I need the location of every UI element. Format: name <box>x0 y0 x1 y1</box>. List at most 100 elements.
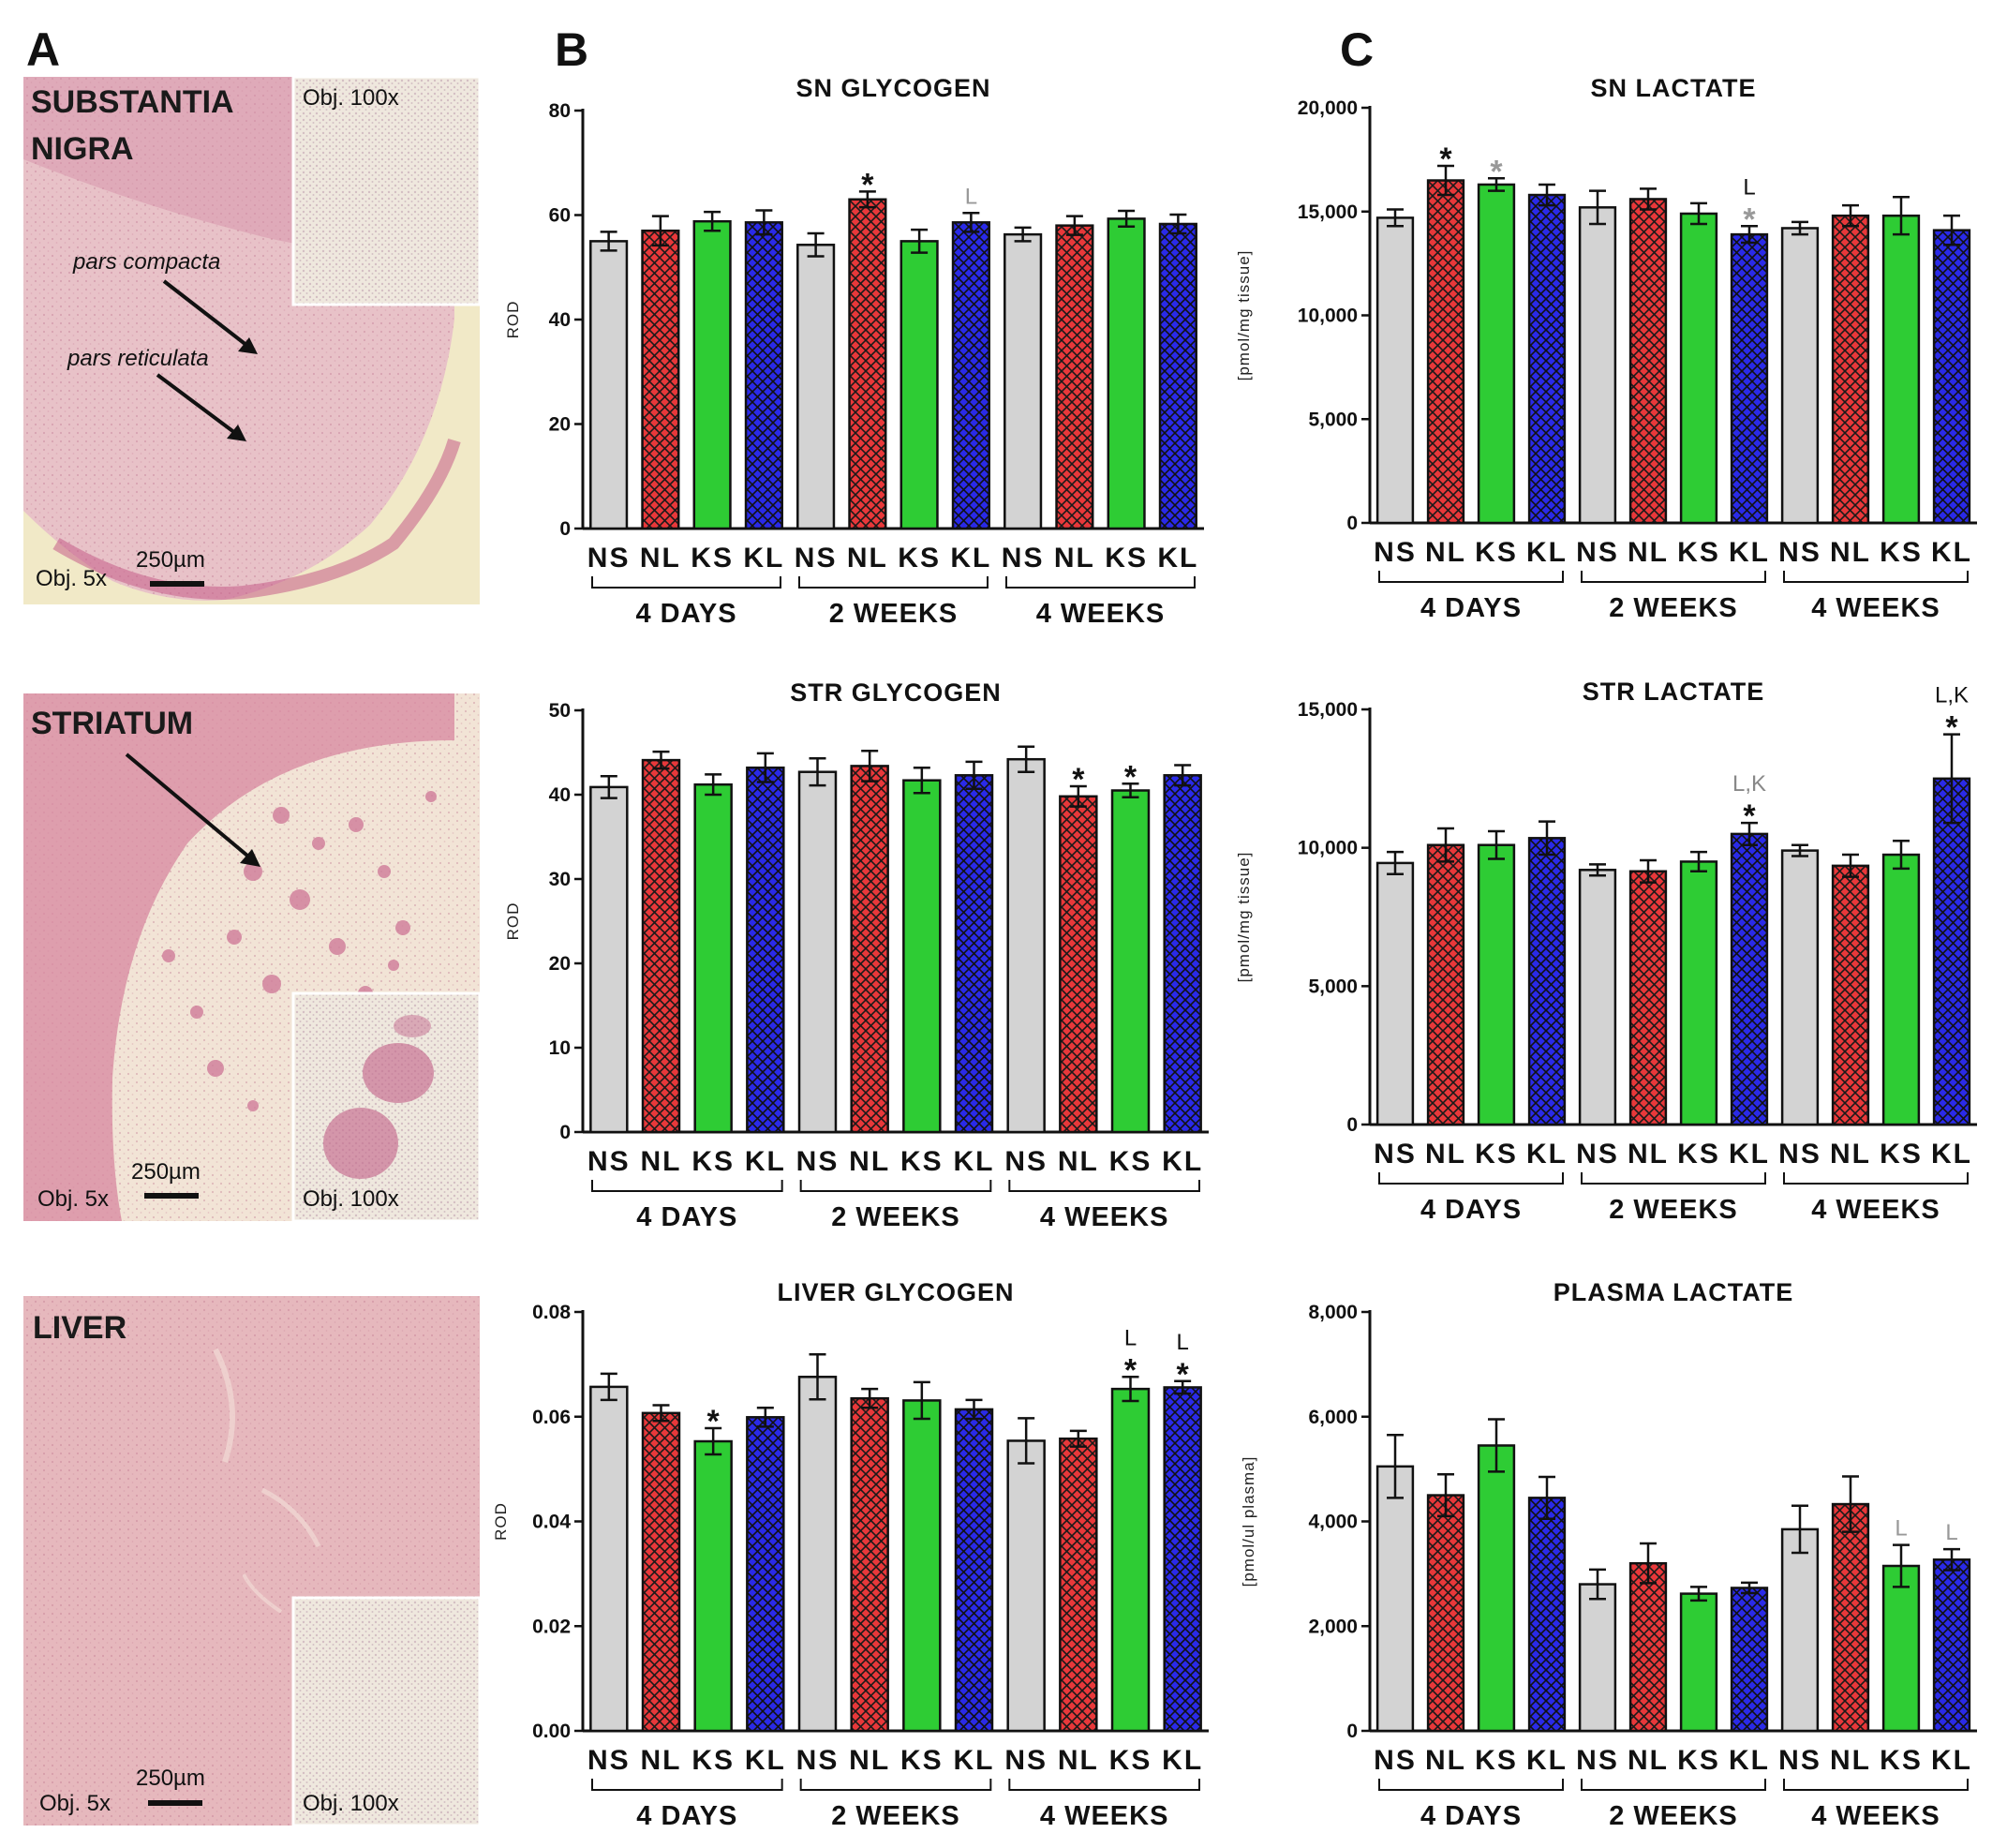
y-tick-label: 2,000 <box>1308 1616 1358 1637</box>
category-label: NL <box>849 1745 890 1776</box>
bar-kl-7 <box>1730 832 1769 1126</box>
y-tick-label: 5,000 <box>1308 976 1358 997</box>
group-label: 2 WEEKS <box>1609 1801 1738 1831</box>
y-axis-label: [pmol/mg tissue] <box>1235 250 1253 381</box>
bar-ks-10 <box>1881 1564 1921 1733</box>
bar-nl-5 <box>1628 870 1668 1126</box>
y-tick-label: 50 <box>549 700 571 722</box>
bar-nl-1 <box>641 229 680 530</box>
bar-ns-4 <box>797 770 838 1134</box>
category-label: KL <box>1729 1745 1770 1776</box>
bar-ns-8 <box>1780 227 1820 525</box>
pars-reticulata-label: pars reticulata <box>67 346 209 371</box>
bar-nl-5 <box>850 1396 889 1733</box>
y-tick-label: 0 <box>1346 513 1358 534</box>
group-label: 2 WEEKS <box>1609 593 1738 623</box>
category-label: NS <box>1576 537 1619 568</box>
significance-star: * <box>861 167 874 202</box>
bar-nl-1 <box>641 758 681 1134</box>
significance-letter: L,K <box>1732 771 1766 797</box>
bar-kl-11 <box>1163 774 1202 1134</box>
bar-ks-6 <box>902 779 942 1134</box>
category-label: KS <box>1880 537 1923 568</box>
category-label: NL <box>1830 537 1871 568</box>
y-tick-label: 20,000 <box>1298 97 1358 119</box>
inset-objective-label: Obj. 100x <box>303 1791 399 1816</box>
category-label: KL <box>1729 1139 1770 1170</box>
inset-image <box>291 75 482 306</box>
category-label: KS <box>1677 1745 1720 1776</box>
y-tick-label: 15,000 <box>1298 699 1358 721</box>
group-label: 4 DAYS <box>1420 1801 1522 1831</box>
group-bracket <box>591 1779 783 1791</box>
bar-nl-5 <box>1628 198 1668 525</box>
category-label: KL <box>745 1745 786 1776</box>
category-label: KL <box>950 543 991 574</box>
bar-kl-11 <box>1932 1558 1971 1733</box>
category-label: NS <box>1778 1139 1821 1170</box>
category-label: KS <box>1880 1745 1923 1776</box>
arrow-head-pars-reticulata <box>227 425 246 441</box>
significance-letter: L <box>965 184 977 209</box>
category-label: KL <box>954 1745 995 1776</box>
category-label: NL <box>641 1146 682 1177</box>
significance-letter: L <box>1124 1325 1137 1350</box>
bar-nl-9 <box>1831 1502 1870 1733</box>
category-label: NL <box>1058 1745 1099 1776</box>
bar-kl-3 <box>1527 193 1567 525</box>
bar-ks-10 <box>1110 1387 1151 1733</box>
y-tick-label: 80 <box>549 100 571 122</box>
group-label: 4 DAYS <box>1420 593 1522 623</box>
bar-nl-9 <box>1831 864 1870 1126</box>
y-tick-label: 0 <box>1346 1721 1358 1742</box>
significance-star: * <box>707 1404 721 1439</box>
significance-star: * <box>1124 759 1137 795</box>
category-label: NL <box>847 543 888 574</box>
bar-ks-2 <box>1477 1444 1516 1733</box>
bar-ks-2 <box>1477 183 1516 525</box>
scale-bar <box>150 581 204 587</box>
inset-objective-label: Obj. 100x <box>303 85 399 111</box>
group-label: 4 WEEKS <box>1040 1801 1169 1831</box>
y-tick-label: 0 <box>1346 1114 1358 1136</box>
chart-sn-glycogen: SN GLYCOGEN ROD 0 20 40 60 80 NS NL KS KL NS NL KS KL N… <box>504 74 1204 629</box>
category-label: KS <box>691 543 734 574</box>
group-label: 4 WEEKS <box>1811 593 1940 623</box>
category-label: KS <box>1475 537 1518 568</box>
group-bracket <box>1008 1180 1200 1192</box>
chart-plasma-lactate: PLASMA LACTATE [pmol/ul plasma] 0 2,000 4,00… <box>1240 1278 1977 1831</box>
chart-title: PLASMA LACTATE <box>1554 1278 1793 1306</box>
panel-letter-a: A <box>26 23 60 76</box>
bar-nl-9 <box>1831 214 1870 525</box>
category-label: KL <box>1931 537 1972 568</box>
y-tick-label: 0.04 <box>532 1512 571 1533</box>
y-tick-label: 0.06 <box>532 1407 571 1428</box>
panel-letter-b: B <box>555 23 588 76</box>
micrograph-striatum: STRIATUM 250µm Obj. 5x Obj. 100x <box>23 693 482 1223</box>
bar-ns-4 <box>1578 1583 1617 1733</box>
bar-ks-6 <box>1679 860 1718 1126</box>
group-bracket <box>799 1180 992 1192</box>
arrow-head-pars-compacta <box>238 337 258 354</box>
scale-bar <box>144 1193 199 1199</box>
bar-ks-2 <box>693 1439 733 1733</box>
y-tick-label: 15,000 <box>1298 201 1358 223</box>
bar-ns-0 <box>589 785 629 1134</box>
significance-star: * <box>1072 762 1085 797</box>
category-label: NS <box>1004 1146 1048 1177</box>
bar-ns-0 <box>589 240 629 530</box>
bar-ns-8 <box>1780 849 1820 1126</box>
bar-kl-3 <box>1527 837 1567 1126</box>
category-label: KS <box>691 1146 735 1177</box>
category-label: NS <box>587 1745 631 1776</box>
category-label: NS <box>1576 1745 1619 1776</box>
group-label: 4 WEEKS <box>1811 1801 1940 1831</box>
category-label: KL <box>1931 1745 1972 1776</box>
chart-sn-lactate: SN LACTATE [pmol/mg tissue] 0 5,000 10,000 15… <box>1235 74 1977 623</box>
bar-ns-0 <box>1375 1465 1415 1733</box>
group-bracket <box>1783 1779 1969 1791</box>
arrow-pars-reticulata <box>156 373 241 438</box>
inset-objective-label: Obj. 100x <box>303 1186 399 1212</box>
group-bracket <box>798 576 989 589</box>
category-label: NL <box>1425 537 1466 568</box>
